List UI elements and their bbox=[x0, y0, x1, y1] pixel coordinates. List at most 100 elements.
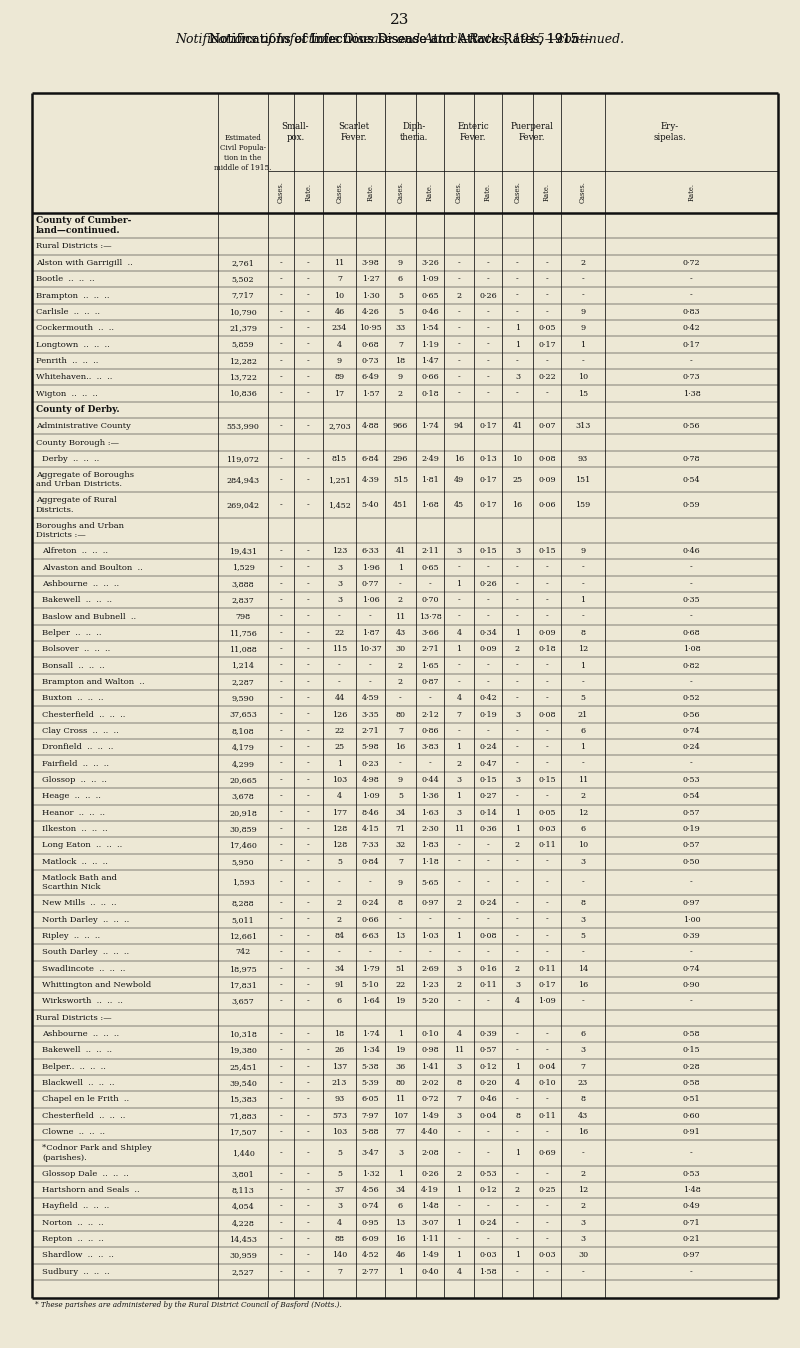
Text: 22: 22 bbox=[334, 727, 345, 735]
Text: -: - bbox=[546, 1030, 548, 1038]
Text: -: - bbox=[546, 949, 548, 956]
Text: -: - bbox=[546, 357, 548, 365]
Text: 0·60: 0·60 bbox=[682, 1112, 700, 1120]
Text: 0·66: 0·66 bbox=[421, 373, 439, 381]
Text: -: - bbox=[280, 422, 282, 430]
Text: 3·83: 3·83 bbox=[421, 743, 439, 751]
Text: 2: 2 bbox=[457, 899, 462, 907]
Text: -: - bbox=[582, 563, 584, 572]
Text: -: - bbox=[307, 1030, 310, 1038]
Text: -: - bbox=[486, 612, 490, 620]
Text: 0·26: 0·26 bbox=[479, 291, 497, 299]
Text: Chapel en le Frith  ..: Chapel en le Frith .. bbox=[42, 1096, 129, 1104]
Text: 16: 16 bbox=[395, 743, 406, 751]
Text: 3: 3 bbox=[337, 580, 342, 588]
Text: 4,054: 4,054 bbox=[232, 1202, 254, 1211]
Text: 0·10: 0·10 bbox=[538, 1080, 556, 1086]
Text: 4·40: 4·40 bbox=[421, 1128, 439, 1136]
Text: 12: 12 bbox=[578, 646, 588, 654]
Text: 18,975: 18,975 bbox=[229, 965, 257, 973]
Text: Bakewell  ..  ..  ..: Bakewell .. .. .. bbox=[42, 596, 112, 604]
Text: -: - bbox=[307, 793, 310, 801]
Text: -: - bbox=[307, 1202, 310, 1211]
Text: -: - bbox=[486, 857, 490, 865]
Text: 7,717: 7,717 bbox=[232, 291, 254, 299]
Text: -: - bbox=[338, 662, 341, 670]
Text: 151: 151 bbox=[575, 476, 590, 484]
Text: -: - bbox=[458, 563, 460, 572]
Text: Cases.: Cases. bbox=[277, 181, 285, 204]
Text: 1: 1 bbox=[457, 743, 462, 751]
Text: 159: 159 bbox=[575, 501, 590, 510]
Text: Hayfield  ..  ..  ..: Hayfield .. .. .. bbox=[42, 1202, 110, 1211]
Text: 26: 26 bbox=[334, 1046, 345, 1054]
Text: -: - bbox=[546, 915, 548, 923]
Text: 3: 3 bbox=[457, 809, 462, 817]
Text: -: - bbox=[486, 325, 490, 332]
Text: -: - bbox=[307, 710, 310, 718]
Text: 177: 177 bbox=[332, 809, 347, 817]
Text: 1: 1 bbox=[515, 825, 520, 833]
Text: 4: 4 bbox=[457, 630, 462, 638]
Text: 2: 2 bbox=[398, 390, 403, 398]
Text: 3: 3 bbox=[515, 373, 520, 381]
Text: 1: 1 bbox=[457, 1219, 462, 1227]
Text: -: - bbox=[516, 879, 519, 887]
Text: Cases.: Cases. bbox=[514, 181, 522, 204]
Text: -: - bbox=[582, 879, 584, 887]
Text: 0·90: 0·90 bbox=[682, 981, 700, 989]
Text: 0·09: 0·09 bbox=[479, 646, 497, 654]
Text: 1·68: 1·68 bbox=[421, 501, 439, 510]
Text: 13: 13 bbox=[395, 931, 406, 940]
Text: 0·46: 0·46 bbox=[682, 547, 700, 555]
Text: -: - bbox=[280, 1202, 282, 1211]
Text: -: - bbox=[307, 760, 310, 767]
Text: 32: 32 bbox=[395, 841, 406, 849]
Text: Bootle  ..  ..  ..: Bootle .. .. .. bbox=[36, 275, 94, 283]
Text: 2,837: 2,837 bbox=[232, 596, 254, 604]
Text: 10: 10 bbox=[513, 454, 522, 462]
Text: -: - bbox=[280, 580, 282, 588]
Text: 0·15: 0·15 bbox=[538, 776, 556, 785]
Text: 0·26: 0·26 bbox=[421, 1170, 439, 1178]
Text: -: - bbox=[486, 1128, 490, 1136]
Text: 4·98: 4·98 bbox=[362, 776, 379, 785]
Text: Aggregate of Rural
Districts.: Aggregate of Rural Districts. bbox=[36, 496, 117, 514]
Text: 0·51: 0·51 bbox=[682, 1096, 700, 1104]
Text: 2: 2 bbox=[457, 981, 462, 989]
Text: 1·11: 1·11 bbox=[421, 1235, 439, 1243]
Text: -: - bbox=[307, 646, 310, 654]
Text: 5: 5 bbox=[337, 857, 342, 865]
Text: -: - bbox=[280, 793, 282, 801]
Text: -: - bbox=[307, 776, 310, 785]
Text: 16: 16 bbox=[512, 501, 522, 510]
Text: -: - bbox=[307, 1112, 310, 1120]
Text: 3: 3 bbox=[457, 547, 462, 555]
Text: 2: 2 bbox=[398, 678, 403, 686]
Text: 7: 7 bbox=[398, 727, 403, 735]
Text: 0·25: 0·25 bbox=[538, 1186, 556, 1194]
Text: 0·18: 0·18 bbox=[421, 390, 439, 398]
Text: -: - bbox=[516, 727, 519, 735]
Text: 6: 6 bbox=[398, 275, 403, 283]
Text: -: - bbox=[280, 710, 282, 718]
Text: 7: 7 bbox=[398, 341, 403, 349]
Text: -: - bbox=[307, 1268, 310, 1275]
Text: -: - bbox=[690, 357, 693, 365]
Text: Buxton  ..  ..  ..: Buxton .. .. .. bbox=[42, 694, 103, 702]
Text: 2: 2 bbox=[515, 965, 520, 973]
Text: Cases.: Cases. bbox=[335, 181, 343, 204]
Text: -: - bbox=[307, 390, 310, 398]
Text: 4: 4 bbox=[457, 1030, 462, 1038]
Text: 1·30: 1·30 bbox=[362, 291, 379, 299]
Text: 1·81: 1·81 bbox=[421, 476, 439, 484]
Text: -: - bbox=[458, 275, 460, 283]
Text: County of Derby.: County of Derby. bbox=[36, 406, 120, 414]
Text: 1: 1 bbox=[581, 596, 586, 604]
Text: 0·49: 0·49 bbox=[682, 1202, 700, 1211]
Text: Rate.: Rate. bbox=[305, 183, 313, 201]
Text: 0·13: 0·13 bbox=[479, 454, 497, 462]
Text: 34: 34 bbox=[395, 1186, 406, 1194]
Text: 93: 93 bbox=[578, 454, 588, 462]
Text: -: - bbox=[280, 357, 282, 365]
